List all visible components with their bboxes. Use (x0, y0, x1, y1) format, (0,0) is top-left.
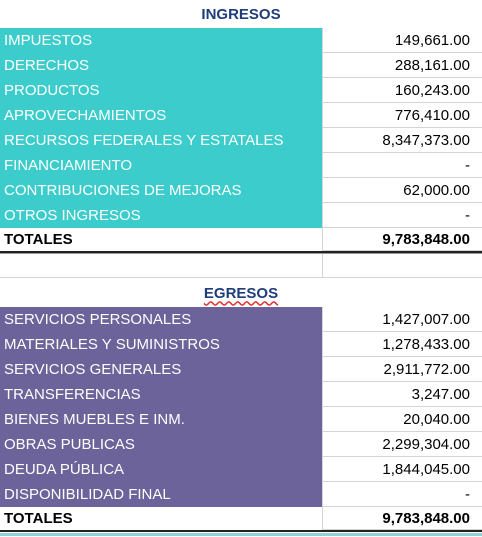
total-value: 9,783,848.00 (322, 228, 482, 251)
table-row: CONTRIBUCIONES DE MEJORAS 62,000.00 (0, 178, 482, 203)
row-label: DISPONIBILIDAD FINAL (0, 482, 322, 507)
table-row: DISPONIBILIDAD FINAL - (0, 482, 482, 507)
row-value: 1,844,045.00 (322, 457, 482, 482)
row-value: 288,161.00 (322, 53, 482, 78)
row-label: MATERIALES Y SUMINISTROS (0, 332, 322, 357)
row-label: PRODUCTOS (0, 78, 322, 103)
empty-row (0, 253, 482, 278)
row-value: 160,243.00 (322, 78, 482, 103)
row-value: 2,911,772.00 (322, 357, 482, 382)
row-value: - (322, 482, 482, 507)
row-value: 8,347,373.00 (322, 128, 482, 153)
row-label: APROVECHAMIENTOS (0, 103, 322, 128)
row-label: IMPUESTOS (0, 28, 322, 53)
row-label: DEUDA PÚBLICA (0, 457, 322, 482)
row-label: TRANSFERENCIAS (0, 382, 322, 407)
row-label: BIENES MUEBLES E INM. (0, 407, 322, 432)
row-value: - (322, 203, 482, 228)
row-label: OTROS INGRESOS (0, 203, 322, 228)
row-value: 62,000.00 (322, 178, 482, 203)
row-value: 149,661.00 (322, 28, 482, 53)
table-row: MATERIALES Y SUMINISTROS 1,278,433.00 (0, 332, 482, 357)
table-row: BIENES MUEBLES E INM. 20,040.00 (0, 407, 482, 432)
row-value: 1,427,007.00 (322, 307, 482, 332)
table-row: DEUDA PÚBLICA 1,844,045.00 (0, 457, 482, 482)
row-value: - (322, 153, 482, 178)
table-row: RECURSOS FEDERALES Y ESTATALES 8,347,373.… (0, 128, 482, 153)
table-row: DERECHOS 288,161.00 (0, 53, 482, 78)
row-value: 20,040.00 (322, 407, 482, 432)
row-label: DERECHOS (0, 53, 322, 78)
table-row: SERVICIOS GENERALES 2,911,772.00 (0, 357, 482, 382)
table-row: IMPUESTOS 149,661.00 (0, 28, 482, 53)
total-label: TOTALES (0, 228, 322, 251)
table-row: APROVECHAMIENTOS 776,410.00 (0, 103, 482, 128)
row-label: CONTRIBUCIONES DE MEJORAS (0, 178, 322, 203)
border (0, 533, 482, 536)
row-label: OBRAS PUBLICAS (0, 432, 322, 457)
row-label: SERVICIOS PERSONALES (0, 307, 322, 332)
table-row: PRODUCTOS 160,243.00 (0, 78, 482, 103)
row-label: RECURSOS FEDERALES Y ESTATALES (0, 128, 322, 153)
total-value: 9,783,848.00 (322, 507, 482, 530)
table-row: OBRAS PUBLICAS 2,299,304.00 (0, 432, 482, 457)
row-value: 2,299,304.00 (322, 432, 482, 457)
section-title: EGRESOS (0, 279, 482, 308)
table-row: FINANCIAMIENTO - (0, 153, 482, 178)
section-title: INGRESOS (0, 0, 482, 29)
total-label: TOTALES (0, 507, 322, 530)
row-value: 776,410.00 (322, 103, 482, 128)
table-row: OTROS INGRESOS - (0, 203, 482, 228)
table-row: TRANSFERENCIAS 3,247.00 (0, 382, 482, 407)
total-row: TOTALES 9,783,848.00 (0, 228, 482, 253)
total-row: TOTALES 9,783,848.00 (0, 507, 482, 532)
row-value: 1,278,433.00 (322, 332, 482, 357)
row-label: SERVICIOS GENERALES (0, 357, 322, 382)
row-value: 3,247.00 (322, 382, 482, 407)
section-title-text: EGRESOS (203, 284, 279, 302)
row-label: FINANCIAMIENTO (0, 153, 322, 178)
table-row: SERVICIOS PERSONALES 1,427,007.00 (0, 307, 482, 332)
